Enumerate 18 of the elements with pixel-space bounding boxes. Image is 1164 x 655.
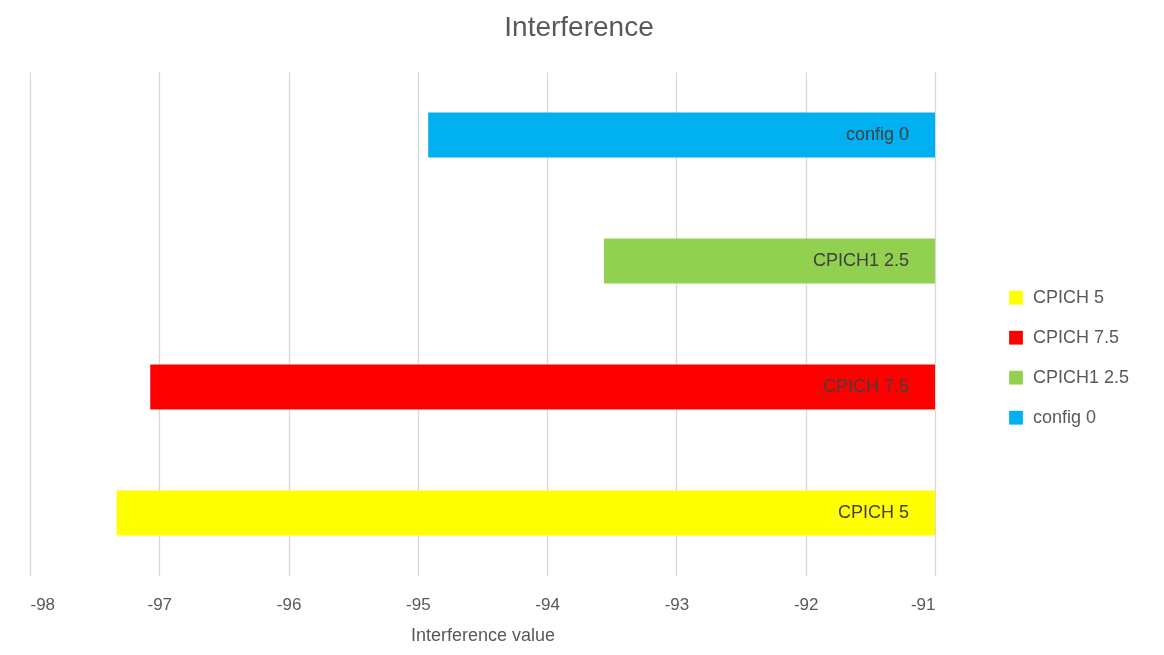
x-tick-label: -98 bbox=[30, 594, 56, 614]
data-label: config 0 bbox=[845, 124, 909, 144]
x-tick-label: -94 bbox=[535, 594, 560, 614]
x-axis-title: Interference value bbox=[410, 624, 556, 645]
x-tick-label: -96 bbox=[276, 594, 302, 614]
data-label: CPICH 5 bbox=[837, 502, 909, 522]
x-tick-label: -91 bbox=[910, 594, 936, 614]
legend-label: config 0 bbox=[1033, 406, 1097, 427]
x-tick-label: -93 bbox=[664, 594, 690, 614]
data-label: CPICH 7.5 bbox=[822, 376, 909, 396]
data-label: CPICH1 2.5 bbox=[812, 250, 909, 270]
legend-label: CPICH 5 bbox=[1033, 286, 1105, 307]
x-tick-label: -92 bbox=[793, 594, 819, 614]
x-tick-label: -97 bbox=[147, 594, 173, 614]
legend-label: CPICH1 2.5 bbox=[1033, 366, 1130, 387]
x-tick-label: -95 bbox=[406, 594, 431, 614]
legend-label: CPICH 7.5 bbox=[1033, 326, 1120, 347]
chart-title: Interference bbox=[504, 11, 654, 42]
